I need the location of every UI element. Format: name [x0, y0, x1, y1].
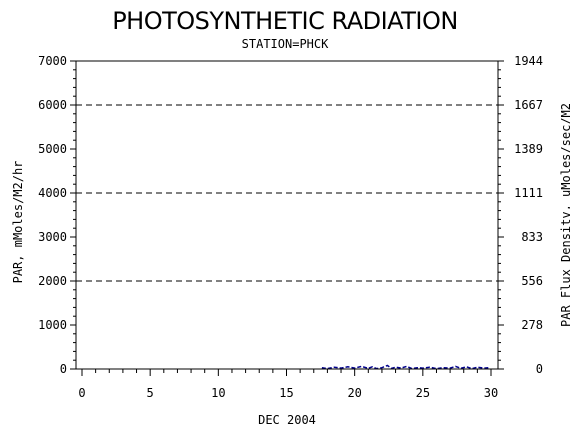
x-tick-label: 15 [279, 386, 293, 400]
x-tick-label: 30 [484, 386, 498, 400]
y-tick-label: 1000 [38, 318, 67, 332]
y-tick-label: 2000 [38, 274, 67, 288]
y2-tick-label: 1111 [514, 186, 543, 200]
y2-tick-label: 278 [521, 318, 543, 332]
y2-tick-label: 833 [521, 230, 543, 244]
chart-subtitle: STATION=PHCK [242, 37, 329, 51]
y-tick-label: 5000 [38, 142, 67, 156]
x-tick-label: 10 [211, 386, 225, 400]
tick-labels: 0 1000 2000 3000 4000 5000 6000 7000 0 278 556 833 1… [38, 54, 543, 400]
y2-tick-label: 0 [536, 362, 543, 376]
y2-tick-label: 556 [521, 274, 543, 288]
y-axis-label-left: PAR, mMoles/M2/hr [11, 161, 25, 284]
y-tick-label: 0 [60, 362, 67, 376]
x-tick-label: 25 [416, 386, 430, 400]
y-tick-label: 6000 [38, 98, 67, 112]
series-line-0 [321, 364, 489, 370]
series-layer [321, 364, 489, 370]
y2-tick-label: 1944 [514, 54, 543, 68]
x-tick-label: 5 [147, 386, 154, 400]
gridlines [76, 104, 498, 282]
plot-frame [75, 60, 499, 370]
y2-tick-label: 1389 [514, 142, 543, 156]
x-axis-label: DEC 2004 [258, 413, 316, 427]
x-tick-label: 20 [347, 386, 361, 400]
y2-tick-label: 1667 [514, 98, 543, 112]
y-axis-label-right: PAR Flux Densitv, uMoles/sec/M2 [559, 103, 570, 327]
y-tick-label: 7000 [38, 54, 67, 68]
y-tick-label: 3000 [38, 230, 67, 244]
y-tick-label: 4000 [38, 186, 67, 200]
x-tick-label: 0 [78, 386, 85, 400]
axis-ticks [70, 60, 504, 376]
chart-title: PHOTOSYNTHETIC RADIATION [112, 7, 458, 35]
